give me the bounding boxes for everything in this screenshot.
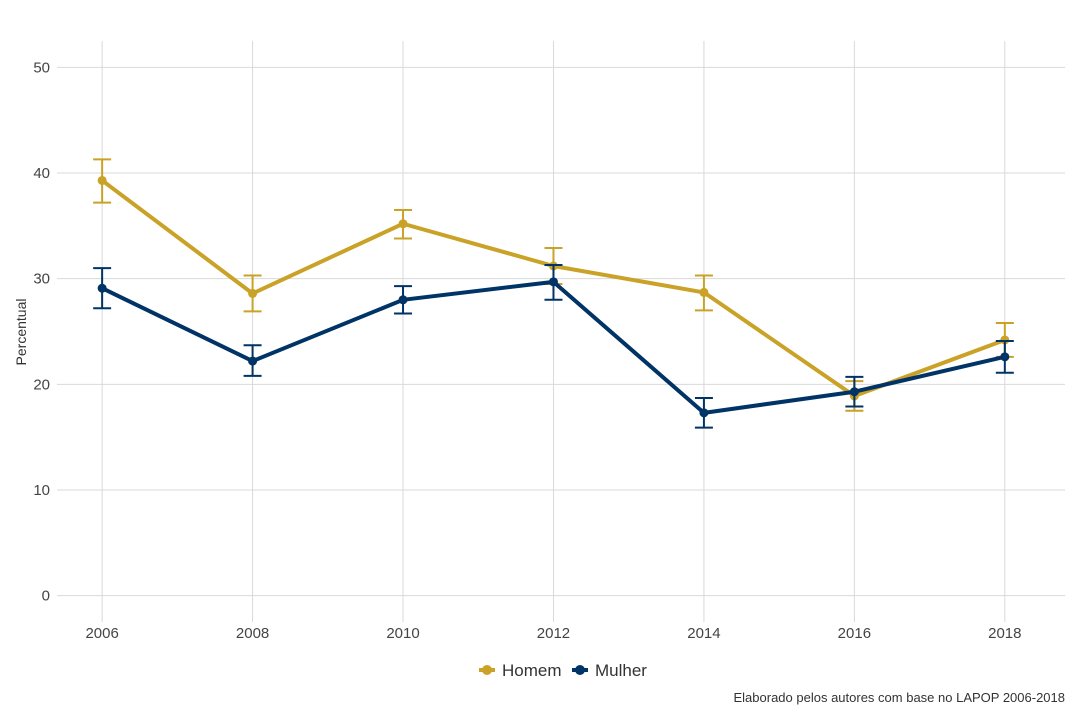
x-tick-label: 2012 — [537, 625, 570, 642]
y-tick-label: 40 — [33, 165, 50, 182]
legend-item-mulher: Mulher — [572, 661, 647, 680]
data-point — [699, 287, 709, 297]
data-point — [849, 387, 859, 397]
y-tick-label: 50 — [33, 59, 50, 76]
chart-caption: Elaborado pelos autores com base no LAPO… — [734, 690, 1066, 705]
x-axis-ticks: 2006 2008 2010 2012 2014 2016 2018 — [85, 625, 1021, 642]
legend-swatch-point — [482, 665, 492, 675]
x-tick-label: 2008 — [236, 625, 269, 642]
data-point — [398, 219, 408, 229]
grid — [57, 41, 1065, 622]
data-point — [97, 283, 107, 293]
x-tick-label: 2018 — [988, 625, 1021, 642]
data-point — [1000, 335, 1010, 345]
y-tick-label: 0 — [42, 588, 50, 605]
legend-label: Mulher — [595, 661, 647, 680]
data-point — [699, 408, 709, 418]
x-tick-label: 2010 — [386, 625, 419, 642]
y-tick-label: 10 — [33, 482, 50, 499]
series-mulher — [93, 263, 1014, 429]
y-tick-label: 20 — [33, 376, 50, 393]
data-point — [1000, 352, 1010, 362]
x-tick-label: 2006 — [85, 625, 118, 642]
series-layer — [93, 158, 1014, 429]
legend: Homem Mulher — [479, 661, 647, 680]
x-tick-label: 2016 — [838, 625, 871, 642]
legend-swatch-point — [575, 665, 585, 675]
data-point — [248, 356, 258, 366]
data-point — [398, 295, 408, 305]
data-point — [248, 288, 258, 298]
y-axis-ticks: 0 10 20 30 40 50 — [33, 59, 50, 604]
legend-item-homem: Homem — [479, 661, 562, 680]
data-point — [97, 175, 107, 185]
legend-label: Homem — [502, 661, 562, 680]
y-tick-label: 30 — [33, 271, 50, 288]
data-point — [548, 277, 558, 287]
y-axis-title: Percentual — [13, 299, 29, 366]
x-tick-label: 2014 — [687, 625, 720, 642]
